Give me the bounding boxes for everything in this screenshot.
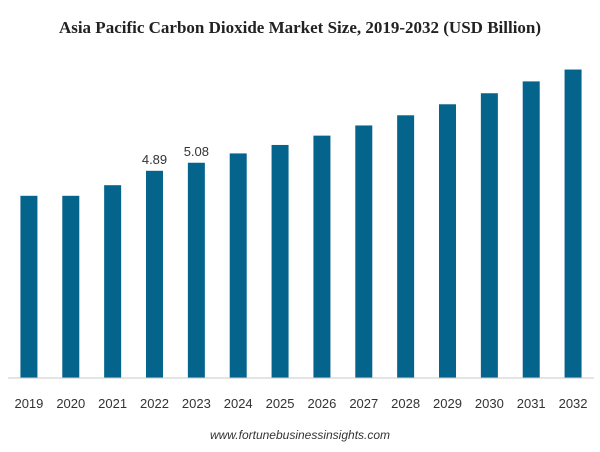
bar-2021 xyxy=(104,185,122,378)
x-tick-label: 2028 xyxy=(391,396,420,411)
x-tick-label: 2027 xyxy=(349,396,378,411)
x-tick-label: 2020 xyxy=(56,396,85,411)
x-tick-label: 2026 xyxy=(307,396,336,411)
bar-2027 xyxy=(355,125,373,379)
x-tick-label: 2024 xyxy=(224,396,253,411)
bar-2023 xyxy=(187,162,205,378)
x-tick-label: 2021 xyxy=(98,396,127,411)
bar-2025 xyxy=(271,144,289,378)
bar-2032 xyxy=(564,69,582,378)
x-tick-label: 2022 xyxy=(140,396,169,411)
bar-2022 xyxy=(146,170,163,378)
data-label-2023: 5.08 xyxy=(184,144,209,159)
bars-layer xyxy=(20,69,582,379)
data-label-2022: 4.89 xyxy=(142,152,167,167)
bar-2028 xyxy=(397,115,415,378)
bar-2026 xyxy=(313,135,331,378)
x-tick-label: 2023 xyxy=(182,396,211,411)
x-tick-label: 2031 xyxy=(517,396,546,411)
x-tick-label: 2029 xyxy=(433,396,462,411)
chart-title: Asia Pacific Carbon Dioxide Market Size,… xyxy=(58,18,542,37)
x-tick-label: 2019 xyxy=(14,396,43,411)
bar-2020 xyxy=(62,195,80,378)
x-tick-label: 2032 xyxy=(559,396,588,411)
data-labels-layer: 4.89 5.08 xyxy=(142,144,209,167)
x-tick-label: 2030 xyxy=(475,396,504,411)
x-axis-ticks: 2019 2020 2021 2022 2023 2024 2025 2026 2027 2028… xyxy=(14,396,587,411)
bar-2019 xyxy=(20,195,38,378)
x-tick-label: 2025 xyxy=(266,396,295,411)
source-credit: www.fortunebusinessinsights.com xyxy=(209,428,391,442)
bar-2030 xyxy=(480,93,498,378)
bar-2024 xyxy=(229,153,247,378)
bar-2031 xyxy=(522,81,540,378)
bar-2029 xyxy=(439,104,456,379)
